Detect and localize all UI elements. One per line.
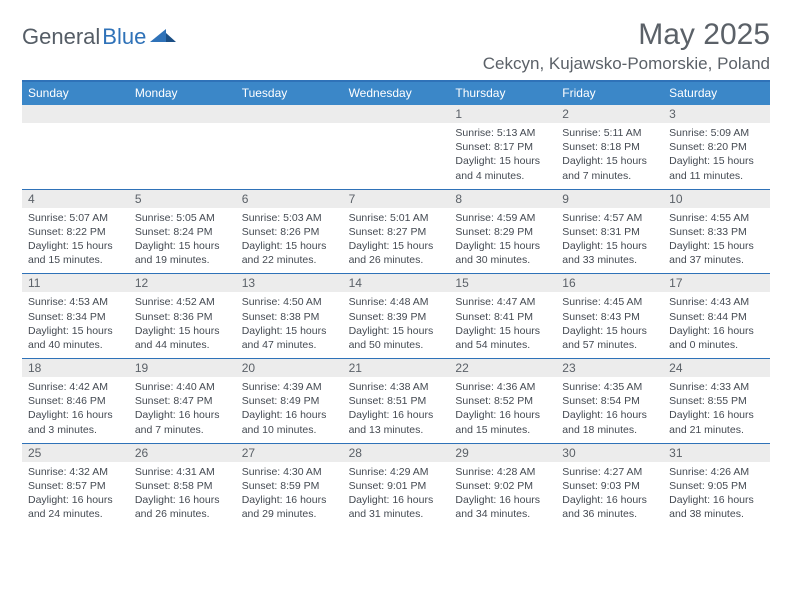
- day-info: Sunrise: 5:05 AMSunset: 8:24 PMDaylight:…: [129, 208, 236, 274]
- day-header-row: SundayMondayTuesdayWednesdayThursdayFrid…: [22, 82, 770, 105]
- logo: GeneralBlue: [22, 18, 176, 50]
- day-info: [129, 123, 236, 189]
- weeks-container: 123Sunrise: 5:13 AMSunset: 8:17 PMDaylig…: [22, 105, 770, 527]
- day-number: 20: [236, 359, 343, 377]
- day-info: Sunrise: 4:45 AMSunset: 8:43 PMDaylight:…: [556, 292, 663, 358]
- day-info: Sunrise: 5:13 AMSunset: 8:17 PMDaylight:…: [449, 123, 556, 189]
- day-info: Sunrise: 4:32 AMSunset: 8:57 PMDaylight:…: [22, 462, 129, 528]
- day-number: 7: [343, 190, 450, 208]
- day-number: 21: [343, 359, 450, 377]
- day-info: Sunrise: 4:33 AMSunset: 8:55 PMDaylight:…: [663, 377, 770, 443]
- day-number: 2: [556, 105, 663, 123]
- day-info: Sunrise: 4:35 AMSunset: 8:54 PMDaylight:…: [556, 377, 663, 443]
- day-info: Sunrise: 4:27 AMSunset: 9:03 PMDaylight:…: [556, 462, 663, 528]
- day-header-cell: Monday: [129, 82, 236, 105]
- day-number: 19: [129, 359, 236, 377]
- day-number: 9: [556, 190, 663, 208]
- day-number: 31: [663, 444, 770, 462]
- header: GeneralBlue May 2025 Cekcyn, Kujawsko-Po…: [22, 18, 770, 74]
- day-number: 24: [663, 359, 770, 377]
- day-info: Sunrise: 4:39 AMSunset: 8:49 PMDaylight:…: [236, 377, 343, 443]
- day-info: Sunrise: 4:52 AMSunset: 8:36 PMDaylight:…: [129, 292, 236, 358]
- day-number: 15: [449, 274, 556, 292]
- day-info: Sunrise: 4:40 AMSunset: 8:47 PMDaylight:…: [129, 377, 236, 443]
- week-daynum-row: 25262728293031: [22, 443, 770, 462]
- day-info: Sunrise: 5:01 AMSunset: 8:27 PMDaylight:…: [343, 208, 450, 274]
- day-number: 25: [22, 444, 129, 462]
- day-header-cell: Saturday: [663, 82, 770, 105]
- day-number: 22: [449, 359, 556, 377]
- day-info: Sunrise: 4:48 AMSunset: 8:39 PMDaylight:…: [343, 292, 450, 358]
- day-info: Sunrise: 4:47 AMSunset: 8:41 PMDaylight:…: [449, 292, 556, 358]
- day-number: 23: [556, 359, 663, 377]
- day-number: 1: [449, 105, 556, 123]
- day-number: 18: [22, 359, 129, 377]
- day-info: Sunrise: 4:53 AMSunset: 8:34 PMDaylight:…: [22, 292, 129, 358]
- title-block: May 2025 Cekcyn, Kujawsko-Pomorskie, Pol…: [483, 18, 770, 74]
- calendar-page: GeneralBlue May 2025 Cekcyn, Kujawsko-Po…: [0, 0, 792, 527]
- day-number: 28: [343, 444, 450, 462]
- day-info: Sunrise: 4:31 AMSunset: 8:58 PMDaylight:…: [129, 462, 236, 528]
- day-info: Sunrise: 4:38 AMSunset: 8:51 PMDaylight:…: [343, 377, 450, 443]
- day-number: 30: [556, 444, 663, 462]
- day-info: Sunrise: 4:29 AMSunset: 9:01 PMDaylight:…: [343, 462, 450, 528]
- day-info: Sunrise: 4:43 AMSunset: 8:44 PMDaylight:…: [663, 292, 770, 358]
- day-info: [236, 123, 343, 189]
- day-number: [22, 105, 129, 123]
- location-text: Cekcyn, Kujawsko-Pomorskie, Poland: [483, 54, 770, 74]
- day-info: Sunrise: 5:09 AMSunset: 8:20 PMDaylight:…: [663, 123, 770, 189]
- day-number: 13: [236, 274, 343, 292]
- day-info: [343, 123, 450, 189]
- day-number: 5: [129, 190, 236, 208]
- day-number: 29: [449, 444, 556, 462]
- day-info: Sunrise: 5:07 AMSunset: 8:22 PMDaylight:…: [22, 208, 129, 274]
- day-number: 14: [343, 274, 450, 292]
- day-number: [129, 105, 236, 123]
- logo-icon: [150, 26, 176, 49]
- day-number: 10: [663, 190, 770, 208]
- day-info: Sunrise: 4:59 AMSunset: 8:29 PMDaylight:…: [449, 208, 556, 274]
- day-number: [236, 105, 343, 123]
- day-info: Sunrise: 4:55 AMSunset: 8:33 PMDaylight:…: [663, 208, 770, 274]
- week-info-row: Sunrise: 5:13 AMSunset: 8:17 PMDaylight:…: [22, 123, 770, 189]
- day-number: 6: [236, 190, 343, 208]
- day-info: Sunrise: 4:57 AMSunset: 8:31 PMDaylight:…: [556, 208, 663, 274]
- calendar-grid: SundayMondayTuesdayWednesdayThursdayFrid…: [22, 80, 770, 527]
- day-number: 16: [556, 274, 663, 292]
- day-info: Sunrise: 4:36 AMSunset: 8:52 PMDaylight:…: [449, 377, 556, 443]
- day-number: 11: [22, 274, 129, 292]
- day-number: 3: [663, 105, 770, 123]
- day-info: Sunrise: 5:03 AMSunset: 8:26 PMDaylight:…: [236, 208, 343, 274]
- day-info: Sunrise: 5:11 AMSunset: 8:18 PMDaylight:…: [556, 123, 663, 189]
- week-daynum-row: 18192021222324: [22, 358, 770, 377]
- week-daynum-row: 123: [22, 105, 770, 123]
- day-info: Sunrise: 4:30 AMSunset: 8:59 PMDaylight:…: [236, 462, 343, 528]
- day-header-cell: Thursday: [449, 82, 556, 105]
- logo-text-blue: Blue: [102, 24, 146, 50]
- day-number: 8: [449, 190, 556, 208]
- day-info: [22, 123, 129, 189]
- day-info: Sunrise: 4:50 AMSunset: 8:38 PMDaylight:…: [236, 292, 343, 358]
- logo-text-general: General: [22, 24, 100, 50]
- day-number: 26: [129, 444, 236, 462]
- week-info-row: Sunrise: 4:42 AMSunset: 8:46 PMDaylight:…: [22, 377, 770, 443]
- day-number: 4: [22, 190, 129, 208]
- day-number: 17: [663, 274, 770, 292]
- week-daynum-row: 45678910: [22, 189, 770, 208]
- week-info-row: Sunrise: 4:32 AMSunset: 8:57 PMDaylight:…: [22, 462, 770, 528]
- day-header-cell: Tuesday: [236, 82, 343, 105]
- day-info: Sunrise: 4:26 AMSunset: 9:05 PMDaylight:…: [663, 462, 770, 528]
- day-info: Sunrise: 4:28 AMSunset: 9:02 PMDaylight:…: [449, 462, 556, 528]
- day-header-cell: Sunday: [22, 82, 129, 105]
- week-info-row: Sunrise: 5:07 AMSunset: 8:22 PMDaylight:…: [22, 208, 770, 274]
- day-number: 12: [129, 274, 236, 292]
- day-header-cell: Friday: [556, 82, 663, 105]
- week-daynum-row: 11121314151617: [22, 273, 770, 292]
- week-info-row: Sunrise: 4:53 AMSunset: 8:34 PMDaylight:…: [22, 292, 770, 358]
- day-number: [343, 105, 450, 123]
- day-number: 27: [236, 444, 343, 462]
- month-title: May 2025: [483, 18, 770, 52]
- day-header-cell: Wednesday: [343, 82, 450, 105]
- day-info: Sunrise: 4:42 AMSunset: 8:46 PMDaylight:…: [22, 377, 129, 443]
